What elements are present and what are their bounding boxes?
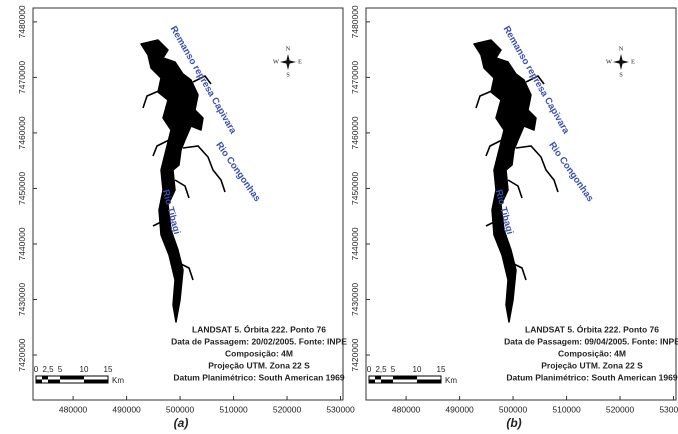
- compass-label: S: [619, 71, 623, 78]
- map-info: Composição: 4M: [558, 348, 626, 358]
- river-branch: [152, 219, 166, 227]
- x-tick-label: 500000: [166, 404, 195, 414]
- map-frame: [365, 7, 677, 401]
- y-tick-label: 7480000: [17, 5, 27, 38]
- scale-segment: [369, 379, 375, 383]
- compass-label: W: [606, 58, 613, 65]
- map-info: LANDSAT 5. Órbita 222. Ponto 76: [192, 323, 326, 334]
- scale-segment: [42, 376, 48, 380]
- scale-label: 5: [58, 365, 63, 374]
- reservoir-body: [473, 39, 537, 323]
- reservoir-body: [140, 39, 204, 323]
- scale-segment: [36, 379, 42, 383]
- scale-unit: Km: [445, 376, 457, 385]
- y-tick-label: 7470000: [350, 61, 360, 94]
- river-branch: [182, 145, 226, 193]
- river-branch: [485, 219, 499, 227]
- compass-label: N: [286, 45, 291, 52]
- map-info: Datum Planimétrico: South American 1969: [173, 372, 344, 382]
- x-tick-label: 530000: [659, 404, 678, 414]
- reservoir: [473, 39, 559, 323]
- compass-label: S: [286, 71, 290, 78]
- map-info: Data de Passagem: 09/04/2005. Fonte: INP…: [504, 336, 678, 346]
- river-branch: [152, 139, 170, 157]
- scale-label: 0: [367, 365, 372, 374]
- x-tick-label: 510000: [552, 404, 581, 414]
- x-tick-label: 530000: [326, 404, 355, 414]
- y-tick-label: 7420000: [350, 338, 360, 371]
- compass-rose: [613, 54, 629, 70]
- reservoir: [140, 39, 226, 323]
- scale-segment: [375, 376, 381, 380]
- scale-label: 2,5: [42, 365, 54, 374]
- compass-rose: [280, 54, 296, 70]
- x-tick-label: 520000: [606, 404, 635, 414]
- map-info: LANDSAT 5. Órbita 222. Ponto 76: [525, 323, 659, 334]
- map-info: Projeção UTM. Zona 22 S: [541, 360, 643, 370]
- scale-segment: [381, 379, 393, 383]
- scale-label: 10: [413, 365, 422, 374]
- scale-segment: [393, 376, 417, 380]
- x-tick-label: 500000: [499, 404, 528, 414]
- map-info: Projeção UTM. Zona 22 S: [208, 360, 310, 370]
- map-info: Composição: 4M: [225, 348, 293, 358]
- river-branch: [176, 261, 194, 281]
- scale-label: 2,5: [375, 365, 387, 374]
- compass-label: W: [273, 58, 280, 65]
- y-tick-label: 7440000: [17, 227, 27, 260]
- y-tick-label: 7430000: [17, 283, 27, 316]
- river-branch: [525, 74, 545, 85]
- y-tick-label: 7460000: [350, 116, 360, 149]
- y-tick-label: 7420000: [17, 338, 27, 371]
- map-panel: 480000 490000 500000 510000 520000 530000 7420…: [17, 5, 355, 430]
- y-tick-label: 7430000: [350, 283, 360, 316]
- x-tick-label: 510000: [219, 404, 248, 414]
- map-info: Data de Passagem: 20/02/2005. Fonte: INP…: [171, 336, 347, 346]
- x-tick-label: 480000: [59, 404, 88, 414]
- river-branch: [174, 179, 190, 199]
- scale-label: 15: [437, 365, 446, 374]
- x-tick-label: 490000: [445, 404, 474, 414]
- river-branch: [515, 145, 559, 193]
- map-frame: [32, 7, 344, 401]
- scale-label: 0: [34, 365, 39, 374]
- scale-label: 15: [104, 365, 113, 374]
- y-tick-label: 7470000: [17, 61, 27, 94]
- compass-label: N: [619, 45, 624, 52]
- river-branch: [485, 139, 503, 157]
- river-branch: [513, 95, 529, 106]
- x-tick-label: 490000: [112, 404, 141, 414]
- scale-segment: [417, 379, 441, 383]
- river-branch: [509, 261, 527, 281]
- y-tick-label: 7450000: [350, 172, 360, 205]
- scale-segment: [48, 379, 60, 383]
- panel-caption: (b): [506, 416, 521, 430]
- scale-label: 10: [80, 365, 89, 374]
- y-tick-label: 7460000: [17, 116, 27, 149]
- river-branch: [142, 89, 162, 109]
- x-tick-label: 520000: [273, 404, 302, 414]
- river-branch: [180, 95, 196, 106]
- scale-label: 5: [391, 365, 396, 374]
- y-tick-label: 7450000: [17, 172, 27, 205]
- scale-segment: [84, 379, 108, 383]
- y-tick-label: 7480000: [350, 5, 360, 38]
- map-panel: 480000 490000 500000 510000 520000 530000 7420…: [350, 5, 678, 430]
- compass-label: E: [631, 58, 635, 65]
- river-branch: [507, 179, 523, 199]
- river-branch: [192, 74, 212, 85]
- map-info: Datum Planimétrico: South American 1969: [506, 372, 677, 382]
- scale-unit: Km: [112, 376, 124, 385]
- scale-segment: [60, 376, 84, 380]
- compass-label: E: [298, 58, 302, 65]
- x-tick-label: 480000: [392, 404, 421, 414]
- river-branch: [475, 89, 495, 109]
- panel-caption: (a): [174, 416, 189, 430]
- y-tick-label: 7440000: [350, 227, 360, 260]
